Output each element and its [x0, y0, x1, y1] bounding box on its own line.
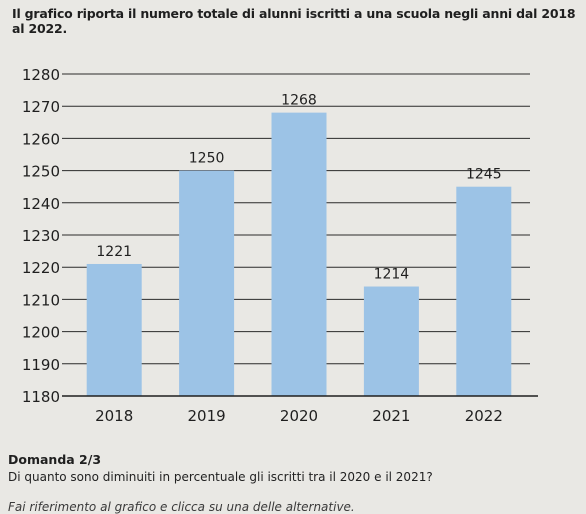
question-text: Di quanto sono diminuiti in percentuale …: [8, 470, 433, 484]
x-tick-label: 2021: [372, 407, 410, 425]
bar: [271, 112, 327, 396]
intro-text: Il grafico riporta il numero totale di a…: [12, 6, 576, 36]
x-tick-label: 2018: [95, 407, 133, 425]
data-label: 1250: [189, 151, 225, 167]
y-tick-label: 1200: [22, 324, 60, 342]
x-tick-label: 2022: [465, 407, 503, 425]
question-number: Domanda 2/3: [8, 452, 102, 467]
y-tick-label: 1260: [22, 130, 60, 148]
x-tick-label: 2019: [188, 407, 226, 425]
y-tick-label: 1190: [22, 356, 60, 374]
bar: [456, 186, 512, 396]
bar: [363, 286, 419, 396]
bar: [86, 263, 142, 396]
bar-chart: 1180 1190 1200 1210 1220 1230 1240 1250 1260 1270…: [22, 66, 538, 425]
y-tick-label: 1180: [22, 388, 60, 406]
bar: [179, 170, 235, 396]
data-label: 1245: [466, 167, 502, 183]
x-tick-label: 2020: [280, 407, 318, 425]
y-tick-label: 1220: [22, 259, 60, 277]
y-tick-label: 1250: [22, 163, 60, 181]
y-tick-label: 1270: [22, 98, 60, 116]
instruction-text: Fai riferimento al grafico e clicca su u…: [8, 500, 355, 514]
data-label: 1221: [96, 244, 132, 260]
y-tick-label: 1210: [22, 291, 60, 309]
y-tick-label: 1280: [22, 66, 60, 84]
data-label: 1214: [374, 267, 410, 283]
y-tick-label: 1240: [22, 195, 60, 213]
y-tick-label: 1230: [22, 227, 60, 245]
data-label: 1268: [281, 93, 317, 109]
